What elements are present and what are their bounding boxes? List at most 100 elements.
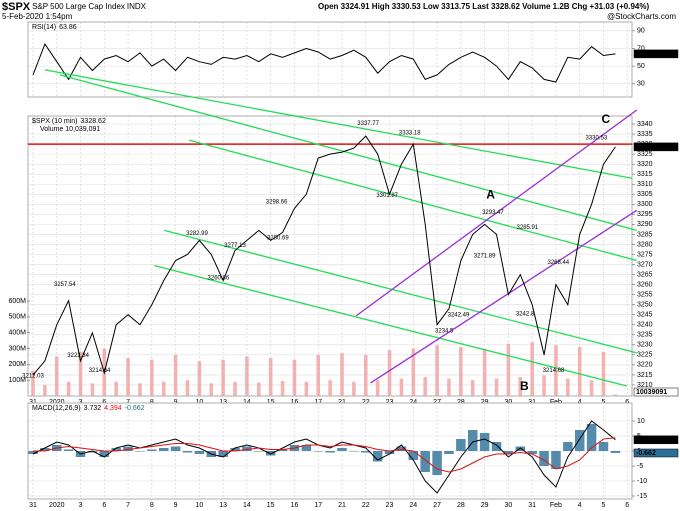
panel [27,115,633,397]
volume-bar [375,380,380,396]
price-label: 3260.86 [208,275,230,281]
price-label: 3234.5 [435,328,454,334]
y-tick-label: 3305 [637,191,653,198]
y-tick-label: 3320 [637,161,653,168]
volume-bar [530,342,534,396]
price-label: 3242.49 [448,312,470,318]
histogram-bar [218,451,228,457]
volume-bar [542,375,546,396]
price-label: 3242.8 [516,312,535,318]
legend-label: $SPX (10 min) [32,118,78,125]
series-line [32,43,616,83]
histogram-bar [194,451,205,454]
panel-legend: RSI(14) 63.86 [32,24,77,31]
y-tick-label: 3300 [637,201,653,208]
y-tick-label: 3285 [637,231,653,238]
volume-bar [161,381,166,396]
y-tick-label: 50 [637,63,645,70]
volume-bar [292,359,297,396]
volume-bar [387,350,392,396]
price-label: 3333.18 [399,130,421,136]
annotation: A [486,187,495,201]
x-tick-label: 24 [409,399,417,406]
annotation: B [520,379,529,393]
x-tick-label: 4 [578,502,582,509]
volume-bar [577,346,582,396]
panel-legend: $SPX (10 min) 3328.62 [32,118,106,125]
x-tick-label: 27 [433,502,441,509]
x-tick-label: 15 [267,399,275,406]
price-label: 3293.47 [482,210,504,216]
last-value: 10039091 [636,389,667,396]
volume-bar [459,346,463,396]
histogram-bar [111,448,121,451]
y2-tick-label: 200M [8,361,26,368]
histogram-bar [337,448,347,451]
x-tick-label: 16 [291,399,299,406]
volume-bar [126,358,130,396]
legend-value: 63.86 [59,24,77,31]
volume-bar [90,383,95,396]
y-tick-label: 3270 [637,261,653,268]
date: 5-Feb-2020 1:54pm [2,12,73,21]
volume-bar [280,380,285,396]
price-label: 3268.44 [547,260,569,266]
histogram-bar [277,449,288,451]
volume-bar [304,381,309,396]
trend-line [164,229,637,354]
y-tick-label: 3235 [637,332,653,339]
volume-bar [221,359,225,396]
y-tick-label: 3295 [637,211,653,218]
credit: @StockCharts.com [607,12,676,21]
exchange: INDX [127,2,147,11]
y2-tick-label: 400M [8,330,26,337]
x-tick-label: 17 [314,399,322,406]
trend-line [59,74,637,232]
price-label: 3298.66 [266,200,288,206]
trend-line [154,264,627,387]
histogram-bar [396,446,407,451]
series-line [32,135,616,376]
price-label: 3280.69 [267,236,289,242]
y-tick-label: 70 [637,45,645,52]
price-label: 3257.54 [54,282,76,288]
price-label: 3301.87 [376,193,398,199]
histogram-bar [301,445,312,451]
histogram-bar [563,442,573,451]
y-tick-label: -10 [637,478,647,485]
x-tick-label: 31 [29,502,37,509]
x-tick-label: 29 [481,502,489,509]
x-tick-label: 2020 [49,502,65,509]
volume-bar [470,380,475,396]
last-value: -0.662 [636,450,656,457]
histogram-bar [242,446,252,451]
x-tick-label: 3 [79,502,83,509]
histogram-bar [158,448,169,451]
trend-line [44,69,633,179]
histogram-bar [539,451,549,466]
y-tick-label: 3275 [637,251,653,258]
histogram-bar [28,451,38,454]
y-tick-label: 3290 [637,221,653,228]
panel-legend: MACD(12,26,9) 3.732 4.394 -0.662 [32,405,145,412]
histogram-bar [40,448,50,451]
volume-bar [138,383,142,396]
x-tick-label: 10 [195,399,203,406]
x-tick-label: 6 [625,502,629,509]
volume-bar [185,380,190,396]
x-tick-label: 3 [79,399,83,406]
histogram-bar [444,451,454,454]
legend-label: RSI(14) [32,24,56,31]
legend-value: 3.732 [84,405,102,412]
x-tick-label: 31 [528,399,536,406]
legend-value: -0.662 [125,405,145,412]
y-tick-label: 3240 [637,322,653,329]
volume-bar [423,377,427,396]
y-tick-label: 10 [637,418,645,425]
quote: Open 3324.91 High 3330.53 Low 3313.75 La… [318,2,649,11]
y-tick-label: 3225 [637,352,653,359]
x-tick-label: 16 [291,502,299,509]
price-label: 3337.77 [357,121,379,127]
y-tick-label: 3210 [637,382,653,389]
